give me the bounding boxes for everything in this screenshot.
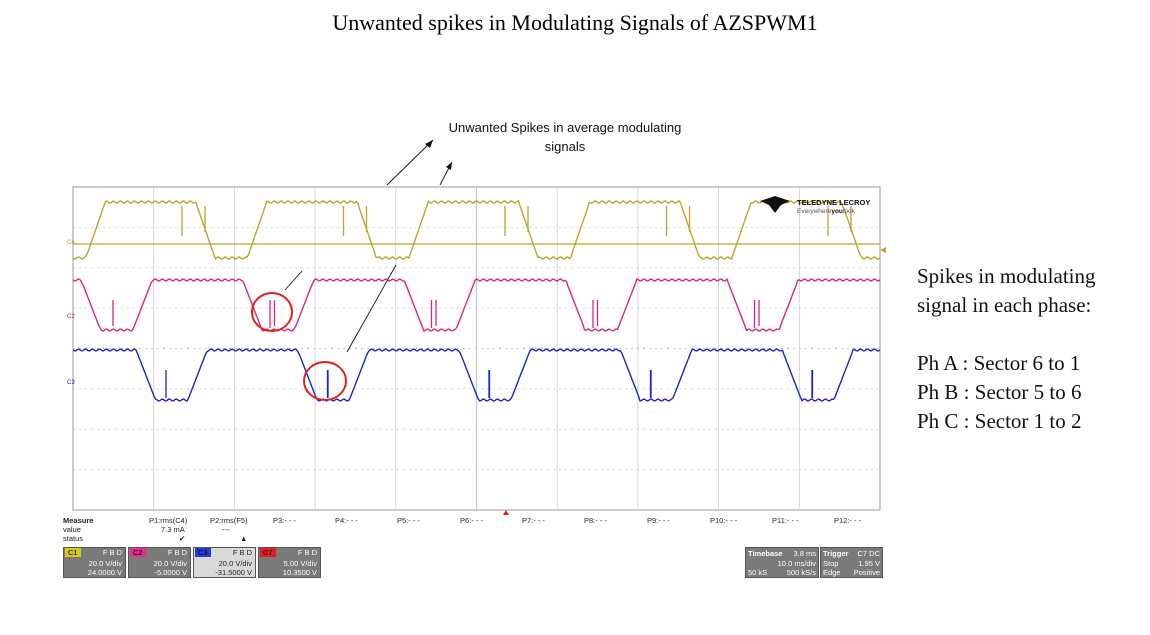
measure-param-value: 7.3 mA xyxy=(161,525,185,534)
trigger-mode: Stop xyxy=(823,559,839,568)
side-note: Spikes in modulating signal in each phas… xyxy=(917,262,1096,436)
channel-offset: -31.5000 V xyxy=(215,568,252,577)
teledyne-logo-mark xyxy=(760,196,790,213)
side-note-ph-c: Ph C : Sector 1 to 2 xyxy=(917,409,1082,433)
channel-flags: F B D xyxy=(167,548,187,557)
brand-name: TELEDYNE LECROY xyxy=(797,198,870,207)
trace-c2 xyxy=(72,277,881,332)
annotation-arrowhead xyxy=(425,140,433,148)
slogan-mid: you xyxy=(831,208,843,215)
annotation-arrow-line xyxy=(386,139,434,186)
trigger-source: C7 DC xyxy=(857,549,880,558)
measure-param-name[interactable]: P7:- - - xyxy=(522,516,545,525)
channel-flags: F B D xyxy=(102,548,122,557)
timebase-samples: 50 kS xyxy=(748,568,768,577)
channel-box-c1[interactable]: C1 F B D 20.0 V/div 24.0000 V xyxy=(63,547,126,578)
timebase-label: Timebase xyxy=(748,549,783,558)
annotation-circle-c2 xyxy=(251,292,293,332)
trigger-label: Trigger xyxy=(823,549,849,558)
page-title: Unwanted spikes in Modulating Signals of… xyxy=(332,10,818,35)
brand-slogan: Everywhereyoulook xyxy=(797,208,856,215)
trigger-box[interactable]: Trigger C7 DC Stop 1.95 V Edge Positive xyxy=(820,547,883,578)
measure-param-name[interactable]: P4:- - - xyxy=(335,516,358,525)
timebase-box[interactable]: Timebase 3.8 ms 10.0 ms/div 50 kS 500 kS… xyxy=(745,547,819,578)
timebase-rate: 500 kS/s xyxy=(786,568,816,577)
channel-flags: F B D xyxy=(232,548,252,557)
trace-c1 xyxy=(72,199,881,261)
channel-vdiv: 20.0 V/div xyxy=(218,559,252,568)
measure-param-name[interactable]: P9:- - - xyxy=(647,516,670,525)
trace-c3 xyxy=(72,348,881,402)
channel-flags: F B D xyxy=(297,548,317,557)
measure-param-name[interactable]: P3:- - - xyxy=(273,516,296,525)
measure-label: Measure xyxy=(63,516,94,525)
scope-grid xyxy=(72,186,881,511)
annotation-arrow-line xyxy=(346,264,397,353)
channel-vdiv: 20.0 V/div xyxy=(88,559,122,568)
channel-tag: C2 xyxy=(130,548,146,557)
channel-offset: 10.3500 V xyxy=(282,568,317,577)
annotation-line-2: signals xyxy=(544,139,586,154)
channel-vdiv: 20.0 V/div xyxy=(153,559,187,568)
channel-box-c7[interactable]: C7 F B D 5.00 V/div 10.3500 V xyxy=(258,547,321,578)
measure-value-label: value xyxy=(63,525,81,534)
side-note-line-1: Spikes in modulating xyxy=(917,264,1096,288)
trace-label-c6: C6 xyxy=(67,240,75,246)
trigger-marker xyxy=(503,510,509,515)
side-note-ph-b: Ph B : Sector 5 to 6 xyxy=(917,380,1082,404)
channel-offset: -5.0000 V xyxy=(154,568,187,577)
annotation-circle-c3 xyxy=(303,361,347,401)
c1-level-marker xyxy=(880,247,886,253)
channel-tag: C7 xyxy=(260,548,276,557)
measure-param-name[interactable]: P12:- - - xyxy=(834,516,862,525)
annotation-line-1: Unwanted Spikes in average modulating xyxy=(448,120,682,135)
channel-box-c3[interactable]: C3 F B D 20.0 V/div -31.5000 V xyxy=(193,547,256,578)
measure-param-name[interactable]: P11:- - - xyxy=(772,516,799,525)
annotation-arrowhead xyxy=(446,162,452,170)
spike-annotation: Unwanted Spikes in average modulating si… xyxy=(405,118,725,156)
measure-param-name[interactable]: P8:- - - xyxy=(584,516,607,525)
slogan-pre: Everywhere xyxy=(797,208,832,215)
channel-offset: 24.0000 V xyxy=(87,568,122,577)
trace-label-c2: C2 xyxy=(67,314,75,320)
scope-traces xyxy=(72,199,881,402)
annotation-arrow-line xyxy=(284,270,303,291)
measure-param-value: --- xyxy=(222,525,230,534)
channel-vdiv: 5.00 V/div xyxy=(283,559,317,568)
timebase-delay: 3.8 ms xyxy=(793,549,816,558)
trigger-level: 1.95 V xyxy=(858,559,880,568)
measure-param-status: ▲ xyxy=(240,534,248,543)
channel-box-c2[interactable]: C2 F B D 20.0 V/div -5.0000 V xyxy=(128,547,191,578)
measure-status-label: status xyxy=(63,534,84,543)
measure-panel: Measure P1:rms(C4) P2:rms(F5) P3:- - - P4:-… xyxy=(63,516,883,546)
channel-tag: C1 xyxy=(65,548,81,557)
measure-param-status: ✔ xyxy=(179,534,186,543)
channel-tag: C3 xyxy=(195,548,211,557)
trigger-slope: Positive xyxy=(853,568,880,577)
measure-param-name[interactable]: P6:- - - xyxy=(460,516,483,525)
side-note-line-2: signal in each phase: xyxy=(917,293,1092,317)
trace-label-c3: C3 xyxy=(67,380,75,386)
timebase-tdiv: 10.0 ms/div xyxy=(777,559,816,568)
measure-param-name[interactable]: P1:rms(C4) xyxy=(149,516,188,525)
trigger-type: Edge xyxy=(823,568,841,577)
side-note-ph-a: Ph A : Sector 6 to 1 xyxy=(917,351,1081,375)
measure-param-name[interactable]: P10:- - - xyxy=(710,516,738,525)
measure-param-name[interactable]: P5:- - - xyxy=(397,516,420,525)
measure-param-name[interactable]: P2:rms(F5) xyxy=(210,516,248,525)
slogan-post: look xyxy=(843,208,856,215)
